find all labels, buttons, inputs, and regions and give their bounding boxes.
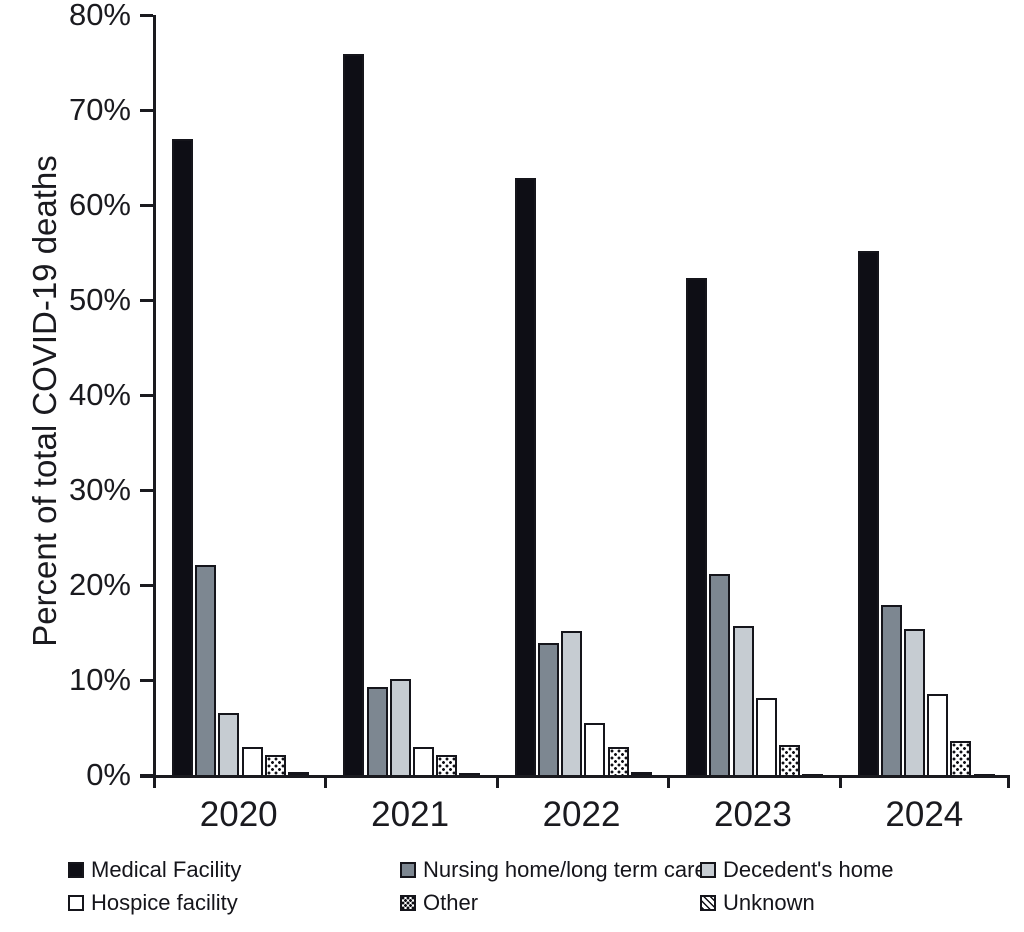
bar-hospice-facility-2024 <box>927 694 949 775</box>
y-tick-mark <box>140 13 153 17</box>
bar-unknown-2021 <box>459 773 481 775</box>
bar-nursing-home-long-term-care-2021 <box>366 686 388 775</box>
y-tick-mark <box>140 298 153 302</box>
y-tick-label: 0% <box>86 757 131 792</box>
bar-other-2020 <box>264 755 286 775</box>
bar-medical-facility-2020 <box>172 139 193 775</box>
bar-unknown-2023 <box>802 774 824 775</box>
bar-decedent-s-home-2024 <box>904 628 925 775</box>
legend-item-hospice-facility: Hospice facility <box>68 890 400 916</box>
bar-hospice-facility-2021 <box>413 746 434 775</box>
legend-swatch-icon <box>700 895 716 911</box>
x-tick-mark <box>324 775 328 788</box>
y-axis-line <box>153 15 156 775</box>
bar-hospice-facility-2020 <box>241 747 263 775</box>
legend-item-nursing-home-long-term-care: Nursing home/long term care <box>400 857 707 883</box>
legend-label: Unknown <box>723 890 815 915</box>
x-tick-label: 2021 <box>371 795 450 834</box>
y-tick-mark <box>140 773 153 777</box>
bar-other-2021 <box>436 755 458 775</box>
y-tick-mark <box>140 583 153 587</box>
x-tick-label: 2022 <box>542 795 621 834</box>
legend-item-other: Other <box>400 890 700 916</box>
y-tick-label: 70% <box>68 92 131 127</box>
y-tick-mark <box>140 203 153 207</box>
legend-swatch-icon <box>68 862 84 878</box>
x-tick-mark <box>667 775 671 788</box>
legend-label: Medical Facility <box>91 857 242 882</box>
bar-hospice-facility-2022 <box>584 722 606 775</box>
x-tick-label: 2023 <box>713 795 792 834</box>
x-axis-labels: 2020 2021 2022 2023 2024 <box>153 795 1010 835</box>
legend-item-decedent-s-home: Decedent's home <box>700 857 998 883</box>
bar-unknown-2022 <box>630 772 652 775</box>
legend-item-unknown: Unknown <box>700 890 998 916</box>
bar-decedent-s-home-2022 <box>561 630 583 775</box>
bar-nursing-home-long-term-care-2020 <box>195 565 217 775</box>
y-tick-mark <box>140 108 153 112</box>
bar-decedent-s-home-2020 <box>218 713 240 775</box>
bar-medical-facility-2021 <box>343 53 365 775</box>
legend-label: Decedent's home <box>723 857 894 882</box>
legend-swatch-icon <box>400 895 416 911</box>
x-tick-label: 2020 <box>199 795 278 834</box>
legend-label: Other <box>423 890 479 915</box>
bar-nursing-home-long-term-care-2022 <box>538 642 559 775</box>
y-tick-label: 80% <box>68 0 131 32</box>
bar-unknown-2024 <box>973 774 995 775</box>
y-tick-label: 40% <box>68 377 131 412</box>
bar-decedent-s-home-2023 <box>732 625 754 775</box>
x-tick-mark <box>495 775 499 788</box>
legend-swatch-icon <box>700 862 716 878</box>
bar-medical-facility-2022 <box>514 178 536 775</box>
legend-item-medical-facility: Medical Facility <box>68 857 400 883</box>
bar-medical-facility-2023 <box>686 278 708 775</box>
x-tick-mark <box>153 775 156 788</box>
y-tick-label: 20% <box>68 567 131 602</box>
y-tick-label: 50% <box>68 282 131 317</box>
y-tick-label: 10% <box>68 662 131 697</box>
bar-other-2022 <box>607 746 629 775</box>
x-tick-mark <box>1007 775 1010 788</box>
legend: Medical Facility Nursing home/long term c… <box>68 857 998 916</box>
x-tick-label: 2024 <box>885 795 964 834</box>
x-axis-line <box>140 775 1010 778</box>
bar-unknown-2020 <box>288 772 309 775</box>
legend-swatch-icon <box>68 895 84 911</box>
bar-decedent-s-home-2021 <box>389 679 411 775</box>
bar-nursing-home-long-term-care-2024 <box>880 604 902 775</box>
y-tick-mark <box>140 488 153 492</box>
bar-other-2023 <box>779 744 800 775</box>
bar-nursing-home-long-term-care-2023 <box>709 573 731 775</box>
plot-area: 0% 10% 20% 30% 40% 50% 60% 70% 80% <box>69 0 1010 792</box>
bar-other-2024 <box>950 740 972 775</box>
y-tick-mark <box>140 393 153 397</box>
y-tick-label: 30% <box>68 472 131 507</box>
legend-swatch-icon <box>400 862 416 878</box>
y-tick-label: 60% <box>68 187 131 222</box>
legend-label: Nursing home/long term care <box>423 857 707 882</box>
legend-label: Hospice facility <box>91 890 238 915</box>
x-tick-mark <box>838 775 842 788</box>
bar-medical-facility-2024 <box>857 250 879 775</box>
y-tick-mark <box>140 678 153 682</box>
bar-hospice-facility-2023 <box>755 698 777 775</box>
